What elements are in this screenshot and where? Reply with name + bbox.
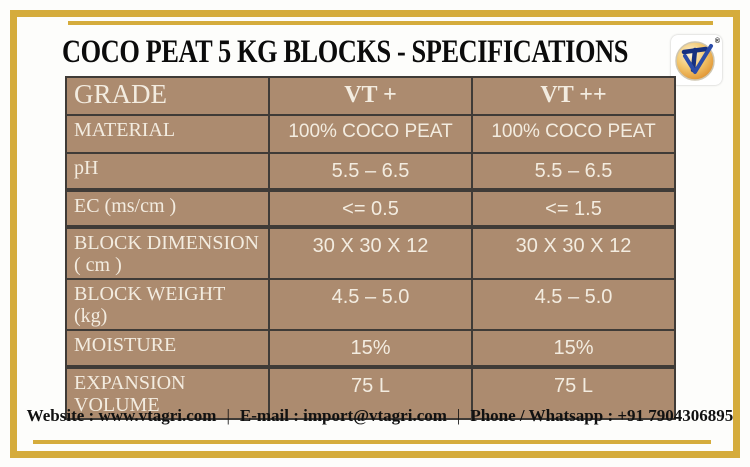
cell-value: <= 0.5	[268, 188, 473, 228]
footer-website: Website : www.vtagri.com	[26, 406, 217, 425]
footer-separator: |	[456, 406, 461, 425]
bottom-gold-divider	[33, 440, 711, 444]
column-header-grade: GRADE	[65, 76, 270, 116]
vt-agri-logo: ®	[671, 35, 722, 85]
table-header-row: GRADE VT + VT ++	[65, 76, 676, 116]
cell-value: 5.5 – 6.5	[268, 152, 473, 191]
cell-value: 15%	[268, 329, 473, 368]
table-row-material: MATERIAL 100% COCO PEAT 100% COCO PEAT	[65, 114, 676, 154]
table-row-expansion-volume: EXPANSION VOLUME 75 L 75 L	[65, 365, 676, 420]
footer-separator: |	[226, 406, 230, 425]
cell-value: 100% COCO PEAT	[471, 114, 676, 154]
specifications-table: GRADE VT + VT ++ MATERIAL 100% COCO PEAT…	[65, 76, 676, 420]
table-row-moisture: MOISTURE 15% 15%	[65, 329, 676, 368]
row-label: MOISTURE	[65, 329, 270, 368]
registered-trademark-mark: ®	[714, 38, 720, 45]
footer-phone: Phone / Whatsapp : +91 7904306895	[470, 406, 734, 425]
cell-value: 4.5 – 5.0	[268, 278, 473, 331]
table-row-ec: EC (ms/cm ) <= 0.5 <= 1.5	[65, 188, 676, 228]
cell-value: 5.5 – 6.5	[471, 152, 676, 191]
vt-logo-emblem-icon	[675, 41, 715, 81]
cell-value: 75 L	[268, 365, 473, 420]
cell-value: 15%	[471, 329, 676, 368]
cell-value: <= 1.5	[471, 188, 676, 228]
row-label: BLOCK WEIGHT (kg)	[65, 278, 270, 331]
page-title: COCO PEAT 5 KG BLOCKS - SPECIFICATIONS	[62, 34, 628, 70]
table-row-ph: pH 5.5 – 6.5 5.5 – 6.5	[65, 152, 676, 191]
row-label: BLOCK DIMENSION ( cm )	[65, 225, 270, 280]
footer-email: E-mail : import@vtagri.com	[239, 406, 447, 425]
cell-value: 100% COCO PEAT	[268, 114, 473, 154]
top-gold-divider	[68, 21, 713, 25]
row-label: pH	[65, 152, 270, 191]
row-label: EXPANSION VOLUME	[65, 365, 270, 420]
cell-value: 30 X 30 X 12	[268, 225, 473, 280]
row-label: EC (ms/cm )	[65, 188, 270, 228]
cell-value: 4.5 – 5.0	[471, 278, 676, 331]
cell-value: 75 L	[471, 365, 676, 420]
footer-contact-bar: Website : www.vtagri.com | E-mail : import…	[20, 406, 740, 426]
table-row-block-dimension: BLOCK DIMENSION ( cm ) 30 X 30 X 12 30 X…	[65, 225, 676, 280]
column-header-vt-plus: VT +	[268, 76, 473, 116]
cell-value: 30 X 30 X 12	[471, 225, 676, 280]
table-row-block-weight: BLOCK WEIGHT (kg) 4.5 – 5.0 4.5 – 5.0	[65, 278, 676, 331]
row-label: MATERIAL	[65, 114, 270, 154]
column-header-vt-plus-plus: VT ++	[471, 76, 676, 116]
